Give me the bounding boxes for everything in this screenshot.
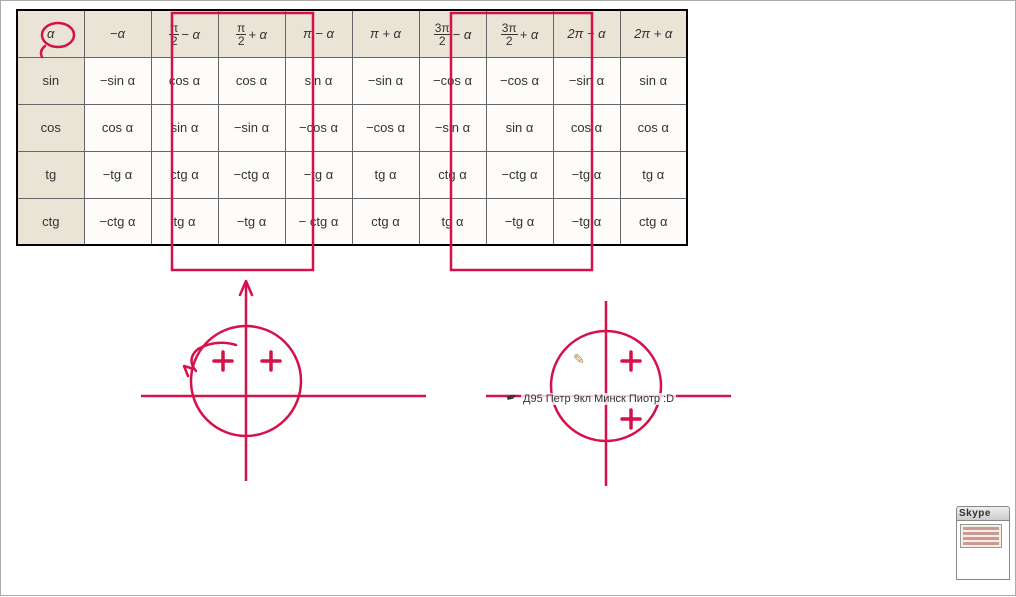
reduction-formula-table: α−απ2 − απ2 + απ − απ + α3π2 − α3π2 + α2… — [16, 9, 688, 246]
value-cell: sin α — [486, 104, 553, 151]
value-cell: −tg α — [218, 198, 285, 245]
value-cell: −ctg α — [486, 151, 553, 198]
value-cell: −cos α — [419, 57, 486, 104]
skype-titlebar[interactable]: Skype — [956, 506, 1010, 521]
value-cell: ctg α — [151, 151, 218, 198]
value-cell: sin α — [285, 57, 352, 104]
header-cell: 2π + α — [620, 10, 687, 57]
value-cell: −tg α — [553, 198, 620, 245]
value-cell: −sin α — [218, 104, 285, 151]
value-cell: −tg α — [285, 151, 352, 198]
header-cell: −α — [84, 10, 151, 57]
remote-cursor-label: Д95 Петр 9кл Минск Пиотр :D — [521, 393, 676, 405]
function-label: ctg — [17, 198, 84, 245]
skype-docked-window[interactable]: Skype — [956, 506, 1010, 580]
header-cell: π − α — [285, 10, 352, 57]
value-cell: tg α — [352, 151, 419, 198]
value-cell: sin α — [620, 57, 687, 104]
header-cell: 2π − α — [553, 10, 620, 57]
value-cell: −ctg α — [218, 151, 285, 198]
header-cell: 3π2 − α — [419, 10, 486, 57]
value-cell: tg α — [419, 198, 486, 245]
value-cell: −tg α — [84, 151, 151, 198]
value-cell: cos α — [620, 104, 687, 151]
value-cell: ctg α — [620, 198, 687, 245]
value-cell: −sin α — [352, 57, 419, 104]
header-cell: π2 − α — [151, 10, 218, 57]
value-cell: −tg α — [553, 151, 620, 198]
skype-screenshare-thumb[interactable] — [956, 521, 1010, 580]
value-cell: cos α — [553, 104, 620, 151]
header-cell: π2 + α — [218, 10, 285, 57]
value-cell: −tg α — [486, 198, 553, 245]
value-cell: −ctg α — [84, 198, 151, 245]
value-cell: cos α — [84, 104, 151, 151]
value-cell: tg α — [620, 151, 687, 198]
value-cell: −sin α — [84, 57, 151, 104]
value-cell: − ctg α — [285, 198, 352, 245]
brush-cursor-icon: ✎ — [573, 351, 585, 368]
value-cell: −sin α — [419, 104, 486, 151]
header-cell: π + α — [352, 10, 419, 57]
value-cell: −cos α — [285, 104, 352, 151]
value-cell: ctg α — [419, 151, 486, 198]
value-cell: −cos α — [486, 57, 553, 104]
value-cell: sin α — [151, 104, 218, 151]
value-cell: cos α — [218, 57, 285, 104]
header-cell: α — [17, 10, 84, 57]
value-cell: cos α — [151, 57, 218, 104]
value-cell: tg α — [151, 198, 218, 245]
value-cell: ctg α — [352, 198, 419, 245]
function-label: cos — [17, 104, 84, 151]
pen-cursor-icon: ✒ — [503, 388, 520, 408]
header-cell: 3π2 + α — [486, 10, 553, 57]
function-label: tg — [17, 151, 84, 198]
value-cell: −sin α — [553, 57, 620, 104]
value-cell: −cos α — [352, 104, 419, 151]
function-label: sin — [17, 57, 84, 104]
